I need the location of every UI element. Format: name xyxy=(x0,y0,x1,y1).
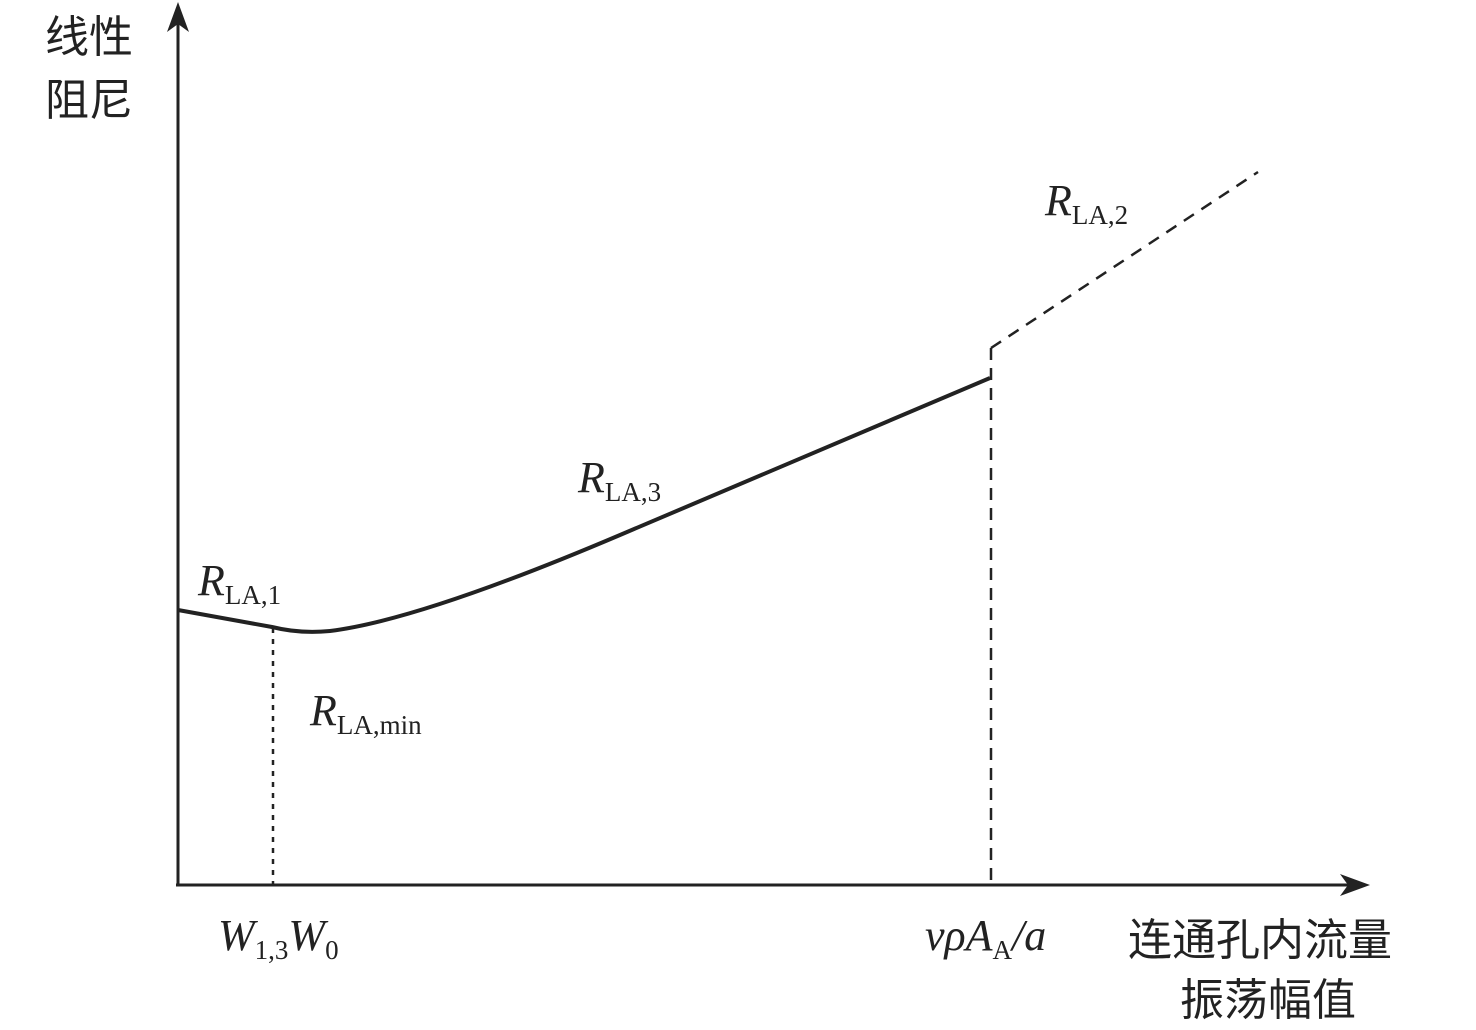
label-part: LA,1 xyxy=(225,580,281,610)
curve-label: RLA,3 xyxy=(577,453,661,507)
label-part: /a xyxy=(1009,911,1046,960)
label-part: LA,3 xyxy=(605,477,661,507)
label-part: W xyxy=(218,911,258,960)
label-part: LA,2 xyxy=(1072,200,1128,230)
label-part: W xyxy=(288,911,328,960)
label-part: R xyxy=(197,556,225,605)
y-axis-label: 线性 xyxy=(45,13,133,62)
label-part: 0 xyxy=(325,935,339,965)
label-part: A xyxy=(993,935,1013,965)
label-part: R xyxy=(1044,176,1072,225)
curve-label: RLA,min xyxy=(309,686,422,740)
y-axis-label: 阻尼 xyxy=(45,76,133,125)
x-mark-label: vρAA/a xyxy=(925,911,1046,965)
label-part: 1,3 xyxy=(255,935,289,965)
x-mark-label: W1,3W0 xyxy=(218,911,339,965)
label-part: LA,min xyxy=(337,710,422,740)
label-part: vρA xyxy=(925,911,994,960)
damping-curve xyxy=(177,376,991,634)
curve-label: RLA,1 xyxy=(197,556,281,610)
label-part: R xyxy=(309,686,337,735)
x-axis-label: 连通孔内流量 xyxy=(1128,916,1392,965)
curve-label: RLA,2 xyxy=(1044,176,1128,230)
dashed-branch xyxy=(990,170,1259,350)
label-part: R xyxy=(577,453,605,502)
x-axis-label: 振荡幅值 xyxy=(1180,976,1356,1025)
